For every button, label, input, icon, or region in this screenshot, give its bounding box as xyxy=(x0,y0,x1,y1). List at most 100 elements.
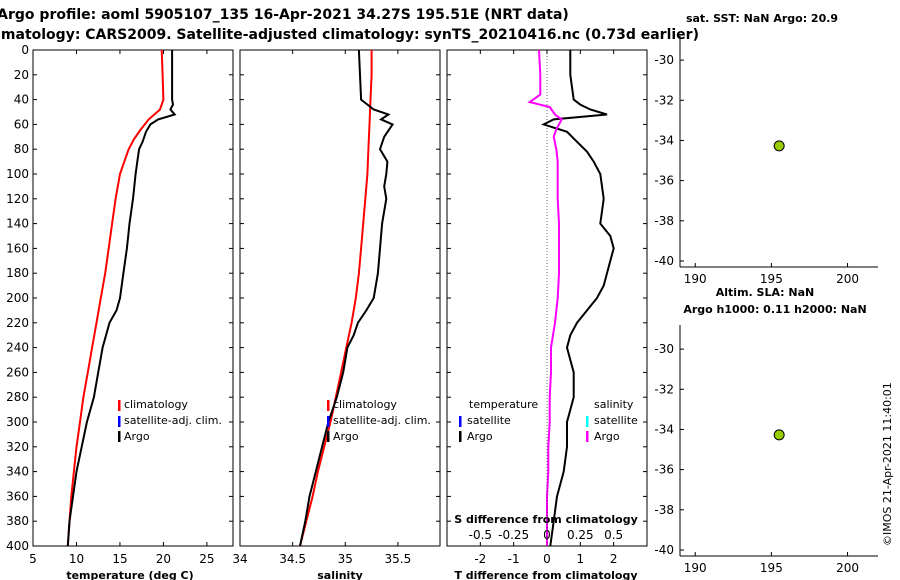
depth-tick-label: 40 xyxy=(14,93,29,107)
s-tick-label: 0.25 xyxy=(567,528,594,542)
x-tick-label: 2 xyxy=(610,552,618,566)
x-tick-label: 35 xyxy=(338,552,353,566)
temperature-axis: 5 10 15 20 25 xyxy=(29,49,233,566)
x-tick-label: 15 xyxy=(112,552,127,566)
imos-footer: ©IMOS 21-Apr-2021 11:40:01 xyxy=(881,382,894,546)
map-y-tick-label: -40 xyxy=(654,254,674,268)
depth-tick-label: 140 xyxy=(6,217,29,231)
depth-tick-label: 360 xyxy=(6,489,29,503)
salinity-panel-frame xyxy=(239,49,441,547)
legend-title-salinity: salinity xyxy=(594,398,634,411)
depth-tick-label: 160 xyxy=(6,241,29,255)
legend-label-s-argo: Argo xyxy=(594,430,620,443)
legend-swatch-t-satellite xyxy=(459,416,462,427)
sla-map-title: Altim. SLA: NaN xyxy=(716,286,815,299)
series-line-argo xyxy=(66,50,177,547)
salinity-legend: climatology satellite-adj. clim. Argo xyxy=(327,398,431,443)
legend-swatch-climatology xyxy=(327,400,330,411)
depth-tick-label: 180 xyxy=(6,266,29,280)
map-y-tick-label: -38 xyxy=(654,503,674,517)
salinity-xlabel: salinity xyxy=(317,569,363,580)
legend-swatch-s-satellite xyxy=(586,416,589,427)
x-tick-label: 20 xyxy=(156,552,171,566)
depth-tick-label: 300 xyxy=(6,415,29,429)
s-difference-xlabel: S difference from climatology xyxy=(454,513,638,526)
legend-swatch-satellite xyxy=(118,416,121,427)
legend-title-temperature: temperature xyxy=(469,398,538,411)
depth-tick-label: 320 xyxy=(6,440,29,454)
map-y-tick-label: -40 xyxy=(654,543,674,557)
map-y-tick-label: -38 xyxy=(654,214,674,228)
map-x-tick-label: 195 xyxy=(760,561,783,575)
x-tick-label: 0 xyxy=(543,552,551,566)
legend-label-s-satellite: satellite xyxy=(594,414,638,427)
map-y-tick-label: -34 xyxy=(654,133,674,147)
series-line-argo xyxy=(299,49,395,547)
depth-tick-label: 200 xyxy=(6,291,29,305)
map-x-tick-label: 190 xyxy=(684,561,707,575)
legend-label-climatology: climatology xyxy=(124,398,188,411)
legend-swatch-climatology xyxy=(118,400,121,411)
legend-label-t-satellite: satellite xyxy=(467,414,511,427)
legend-label-t-argo: Argo xyxy=(467,430,493,443)
depth-tick-label: 0 xyxy=(21,43,29,57)
depth-tick-label: 280 xyxy=(6,390,29,404)
map-y-tick-label: -36 xyxy=(654,463,674,477)
x-tick-label: 1 xyxy=(577,552,585,566)
s-tick-label: 0.5 xyxy=(604,528,623,542)
depth-tick-label: 340 xyxy=(6,465,29,479)
x-tick-label: 5 xyxy=(29,552,37,566)
difference-legend: temperature satellite Argo salinity sate… xyxy=(459,398,638,443)
map-x-tick-label: 200 xyxy=(836,272,859,286)
depth-tick-label: 100 xyxy=(6,167,29,181)
legend-swatch-t-argo xyxy=(459,431,462,442)
figure-title-line2: Climatology: CARS2009. Satellite-adjuste… xyxy=(0,27,699,43)
legend-swatch-argo xyxy=(327,431,330,442)
x-tick-label: 34 xyxy=(232,552,247,566)
series-line-t-difference-argo- xyxy=(541,50,615,547)
legend-swatch-argo xyxy=(118,431,121,442)
x-tick-label: 35.5 xyxy=(385,552,412,566)
s-tick-label: 0 xyxy=(543,528,551,542)
sla-map-subtitle: Argo h1000: 0.11 h2000: NaN xyxy=(683,303,866,316)
figure-title-line1: Argo profile: aoml 5905107_135 16-Apr-20… xyxy=(0,7,569,23)
argo-position-marker xyxy=(773,140,785,152)
temperature-xlabel: temperature (deg C) xyxy=(66,569,193,580)
legend-label-argo: Argo xyxy=(333,430,359,443)
t-difference-xlabel: T difference from climatology xyxy=(454,569,637,580)
depth-tick-label: 60 xyxy=(14,117,29,131)
depth-axis: 0 20 40 60 80 100 120 140 160 180 200 220 240 260 280 3… xyxy=(6,43,29,553)
map-x-tick-label: 190 xyxy=(684,272,707,286)
legend-label-climatology: climatology xyxy=(333,398,397,411)
map-y-tick-label: -30 xyxy=(654,53,674,67)
depth-tick-label: 220 xyxy=(6,316,29,330)
sst-map-axis: -30 -32 -34 -36 -38 -40 190 195 200 xyxy=(654,36,878,286)
depth-tick-label: 400 xyxy=(6,539,29,553)
sst-map-title: sat. SST: NaN Argo: 20.9 xyxy=(686,12,838,25)
legend-label-satellite: satellite-adj. clim. xyxy=(124,414,222,427)
depth-tick-label: 80 xyxy=(14,142,29,156)
series-line-climatology xyxy=(66,49,165,547)
x-tick-label: 10 xyxy=(69,552,84,566)
map-y-tick-label: -32 xyxy=(654,382,674,396)
depth-tick-label: 380 xyxy=(6,514,29,528)
x-tick-label: -1 xyxy=(508,552,520,566)
salinity-axis: 34 34.5 35 35.5 xyxy=(232,49,440,566)
depth-tick-label: 260 xyxy=(6,365,29,379)
x-tick-label: -2 xyxy=(474,552,486,566)
s-tick-label: -0.25 xyxy=(498,528,529,542)
legend-label-argo: Argo xyxy=(124,430,150,443)
legend-swatch-satellite xyxy=(327,416,330,427)
legend-swatch-s-argo xyxy=(586,431,589,442)
argo-position-marker xyxy=(773,429,785,441)
sla-map-axis: -30 -32 -34 -36 -38 -40 190 195 200 xyxy=(654,325,878,575)
depth-tick-label: 20 xyxy=(14,68,29,82)
depth-tick-label: 120 xyxy=(6,192,29,206)
x-tick-label: 34.5 xyxy=(279,552,306,566)
depth-tick-label: 240 xyxy=(6,341,29,355)
s-tick-label: -0.5 xyxy=(469,528,492,542)
temperature-panel-frame xyxy=(32,49,234,547)
x-tick-label: 25 xyxy=(199,552,214,566)
series-line-climatology xyxy=(299,50,373,547)
